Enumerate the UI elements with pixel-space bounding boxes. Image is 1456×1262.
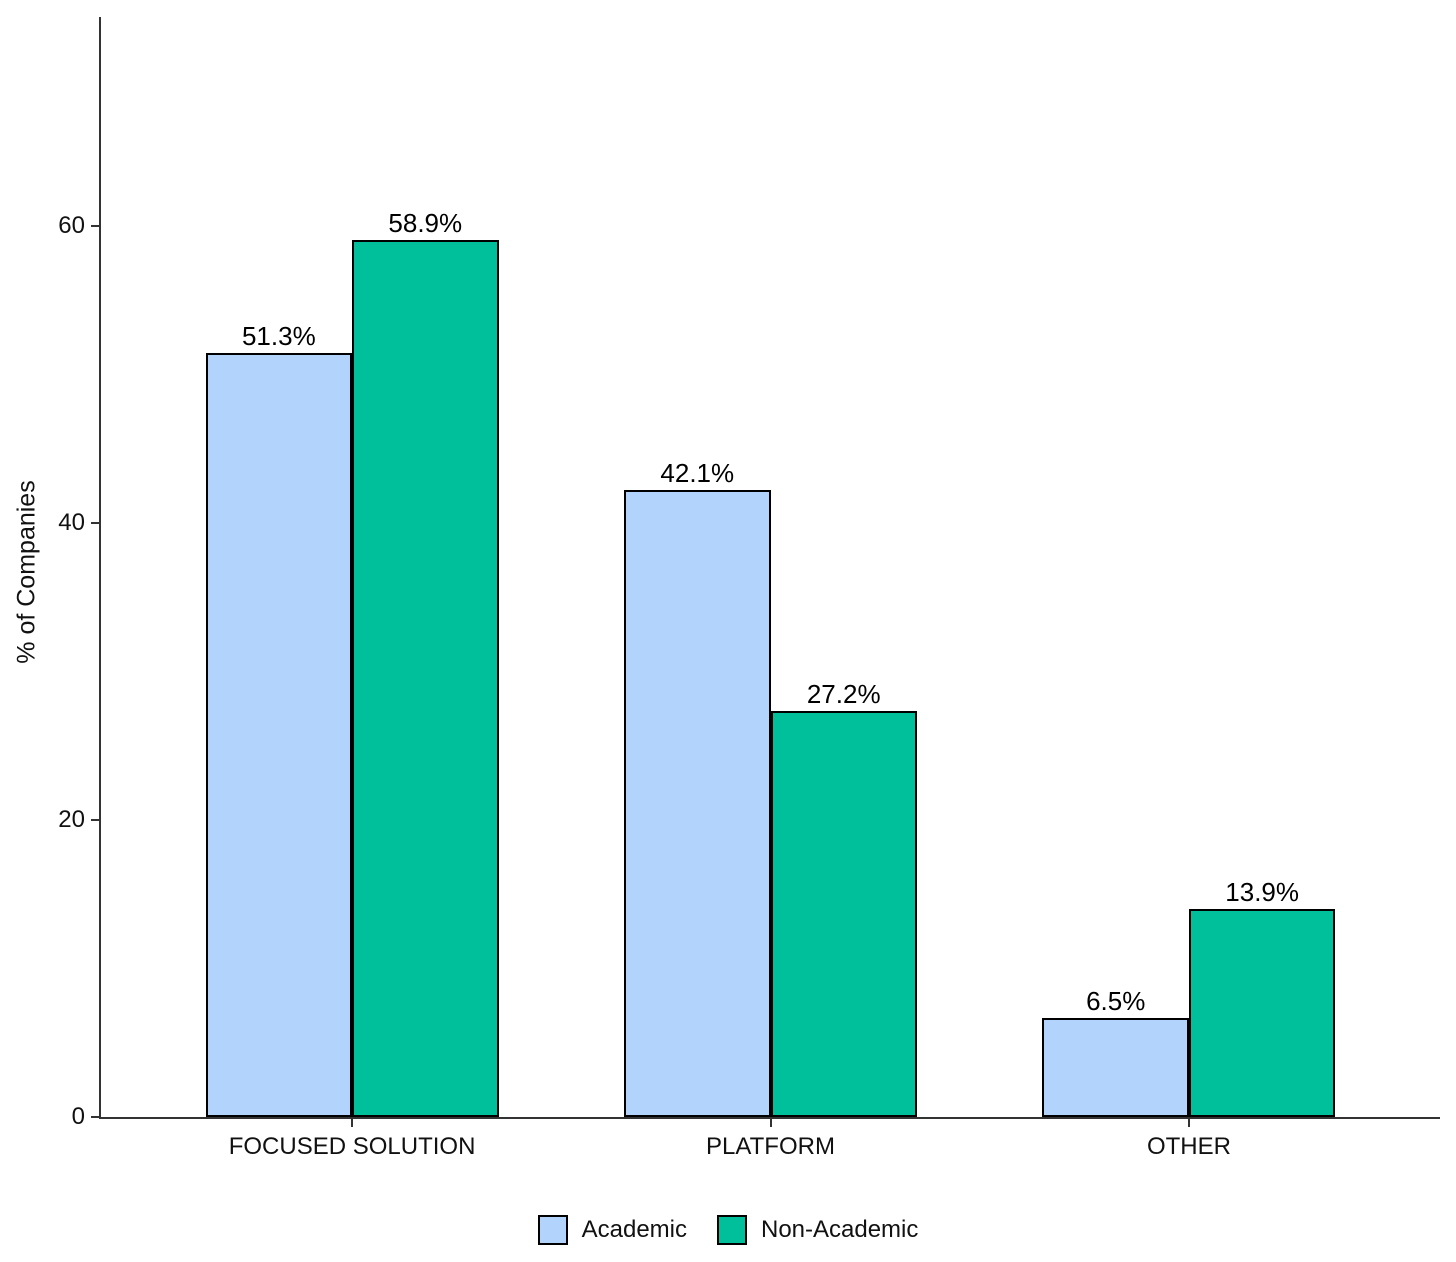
bar-academic-2: 42.1% (624, 460, 771, 1117)
y-tick-label: 20 (58, 805, 85, 833)
y-tick-mark (91, 224, 99, 227)
x-tick-mark (351, 1119, 354, 1127)
x-tick-mark (1187, 1119, 1190, 1127)
y-tick-mark (91, 521, 99, 524)
y-axis-title: % of Companies (12, 480, 41, 664)
y-tick-label: 0 (71, 1103, 85, 1130)
bar-value-label: 27.2% (806, 678, 881, 709)
bar-value-label: 51.3% (241, 320, 316, 351)
bar-academic-1: 51.3% (205, 323, 353, 1117)
legend-item-non-academic: Non-Academic (716, 1215, 919, 1245)
legend-swatch-academic (537, 1215, 568, 1245)
legend-item-academic: Academic (537, 1215, 687, 1245)
bar-non-academic-2: 27.2% (770, 681, 917, 1117)
bar-value-label: 58.9% (388, 208, 463, 239)
bar-value-label: 6.5% (1086, 986, 1146, 1017)
bar-non-academic-3: 13.9% (1188, 879, 1336, 1117)
legend-swatch-non-academic (716, 1215, 747, 1245)
bar-academic-3: 6.5% (1042, 988, 1189, 1117)
category-label: OTHER (1146, 1133, 1231, 1160)
plot-area: 0 20 40 60 FOCUSED SOLUTION PLATFORM OTHER 51… (58, 17, 1440, 1160)
bar-non-academic-1: 58.9% (352, 210, 499, 1117)
legend-label: Non-Academic (760, 1216, 919, 1243)
bar-value-label: 42.1% (660, 457, 735, 488)
legend-label: Academic (581, 1216, 687, 1243)
y-tick-label: 60 (58, 211, 85, 239)
bar-value-label: 13.9% (1225, 876, 1300, 907)
y-tick-mark (91, 818, 99, 821)
x-tick-mark (769, 1119, 772, 1127)
category-label: FOCUSED SOLUTION (228, 1133, 476, 1160)
legend: Academic Non-Academic (0, 1203, 1456, 1257)
y-tick-label: 40 (58, 508, 85, 536)
category-label: PLATFORM (706, 1133, 835, 1160)
y-tick-mark (91, 1116, 99, 1118)
